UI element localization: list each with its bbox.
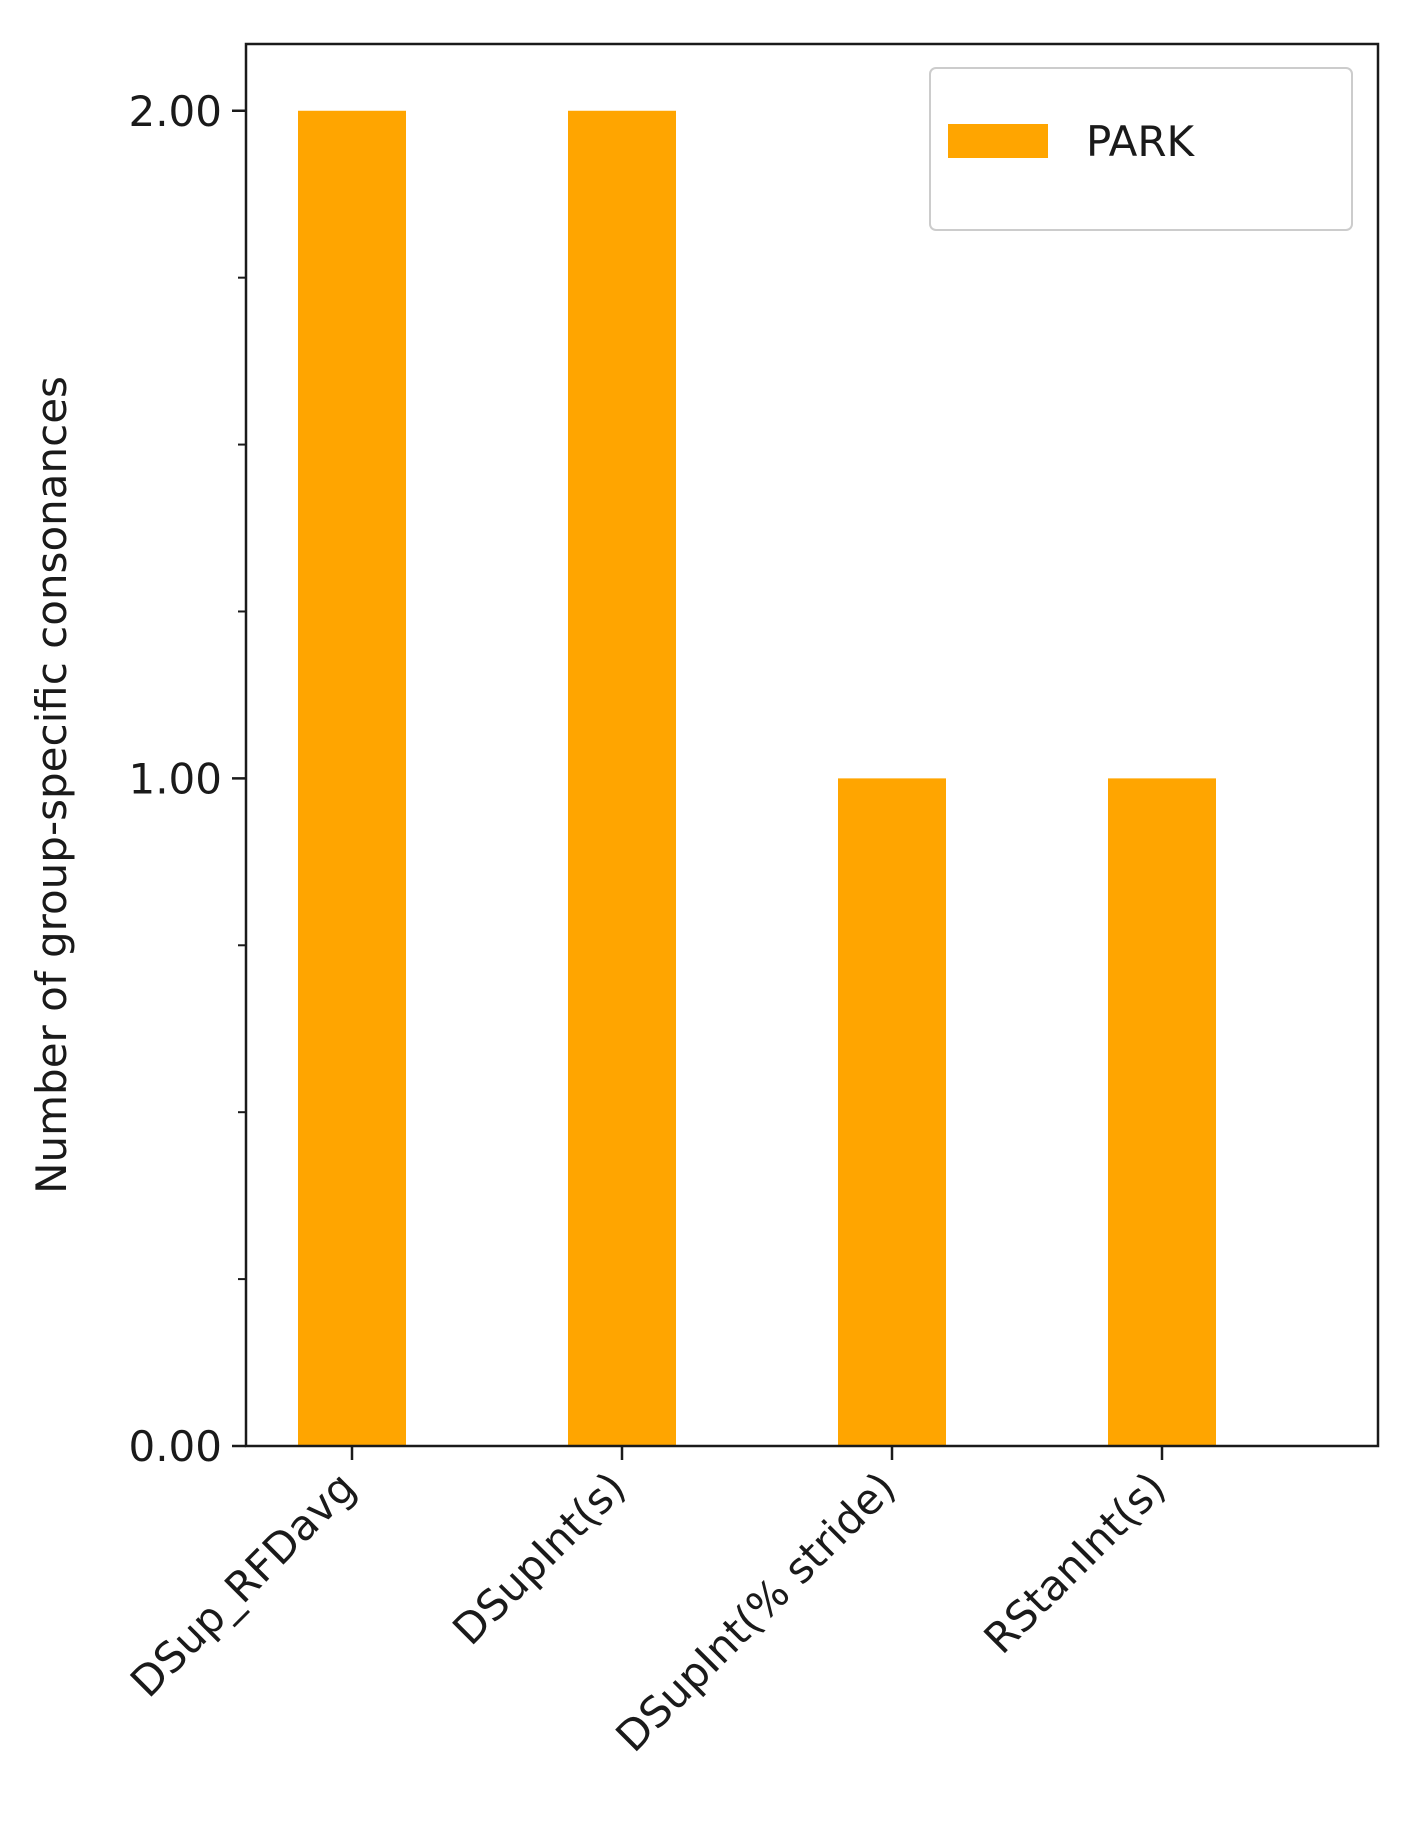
y-tick-label: 0.00 — [128, 1422, 222, 1471]
y-axis-ticks: 0.00 1.00 2.00 — [128, 87, 246, 1471]
x-tick-label: DSupInt(% stride) — [606, 1462, 905, 1761]
legend: PARK — [929, 67, 1353, 231]
y-tick-label: 2.00 — [128, 87, 222, 136]
legend-label-park: PARK — [1086, 117, 1196, 166]
x-tick-label: DSup_RFDavg — [121, 1462, 365, 1706]
x-tick-label: DSupInt(s) — [443, 1462, 635, 1654]
plot-area-frame — [244, 42, 1380, 1448]
legend-box — [929, 67, 1353, 231]
bar-dsup-rfdavg — [298, 110, 406, 1446]
bar-dsupint-s — [568, 110, 676, 1446]
x-tick-label: RStanInt(s) — [974, 1462, 1175, 1663]
y-tick-label: 1.00 — [128, 754, 222, 803]
bar-dsupint-stride — [838, 778, 946, 1446]
x-axis-ticks: DSup_RFDavg DSupInt(s)DSupInt(% stride) RS… — [121, 1446, 1175, 1761]
legend-swatch-park — [948, 124, 1048, 158]
bar-rstanint-s — [1108, 778, 1216, 1446]
y-axis-label: Number of group-specific consonances — [27, 376, 76, 1194]
bars-group — [298, 110, 1216, 1446]
